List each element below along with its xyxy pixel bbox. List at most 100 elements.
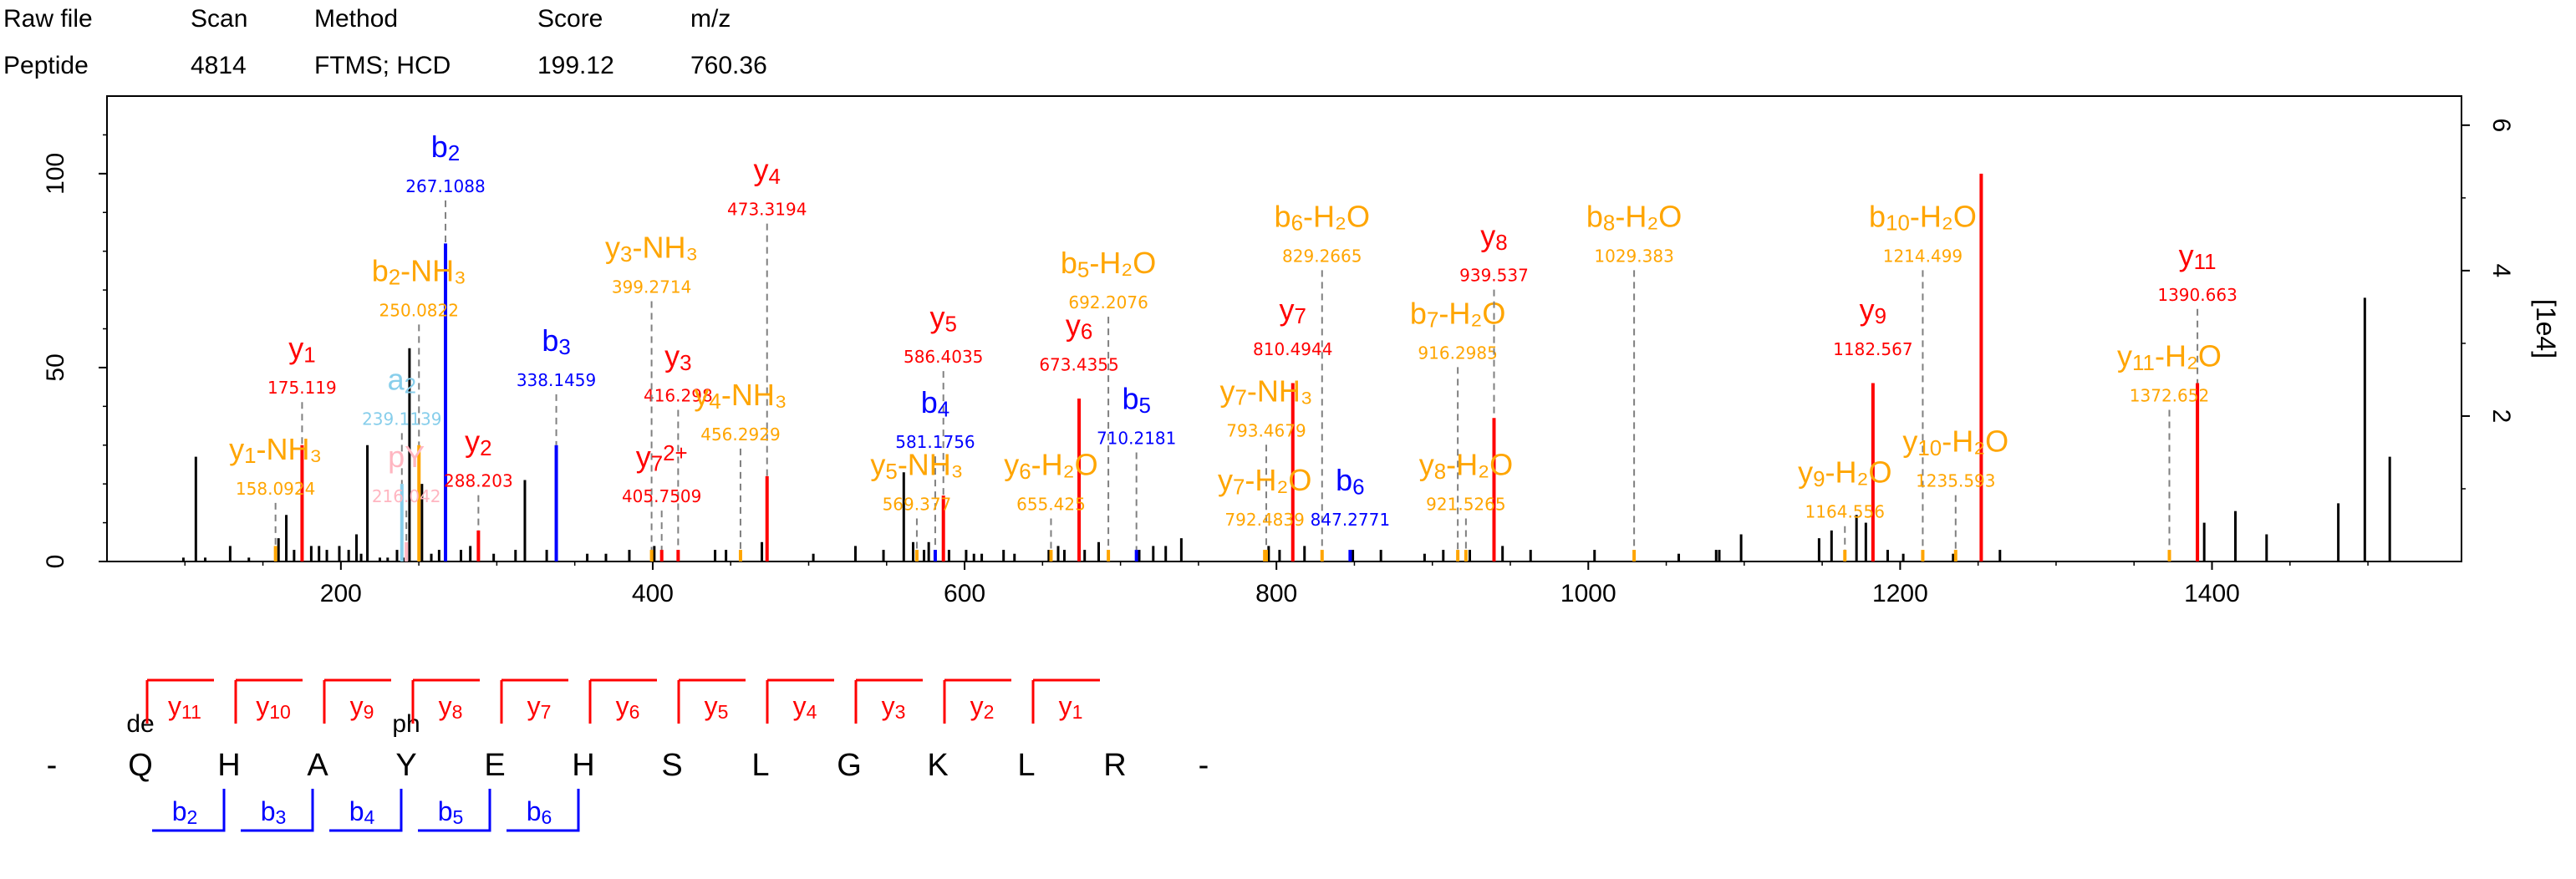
sequence-residue: E	[484, 748, 505, 783]
ion-label: y2	[970, 691, 995, 723]
ion-label: y8	[439, 691, 463, 723]
residue-modification: de	[126, 710, 154, 738]
x-tick-label: 200	[320, 580, 362, 607]
y-tick-label: 100	[42, 153, 69, 195]
ion-label: b6	[1336, 463, 1364, 499]
ion-label: y9-H₂O	[1798, 455, 1891, 491]
sequence-residue: A	[307, 748, 328, 783]
ion-mz-label: 1164.556	[1805, 502, 1885, 522]
header-score-value: 199.12	[537, 52, 614, 79]
header-label-raw-file: Raw file	[3, 5, 93, 33]
ion-mz-label: 288.203	[444, 471, 513, 491]
ion-label: b2	[172, 796, 198, 828]
y-ion-bracket	[677, 678, 746, 724]
ion-mz-label: 939.537	[1459, 266, 1529, 286]
ion-mz-label: 216.042	[372, 486, 441, 506]
ion-label: y7	[527, 691, 552, 723]
ion-mz-label: 792.4839	[1224, 510, 1304, 530]
ion-label: b4	[349, 796, 375, 828]
header-scan-value: 4814	[191, 52, 247, 79]
ion-label: b8-H₂O	[1586, 199, 1682, 235]
x-tick-label: 1400	[2184, 580, 2240, 607]
y-ion-bracket	[766, 678, 834, 724]
y-tick-label: 50	[42, 353, 69, 381]
ion-label: y11	[2179, 238, 2217, 274]
header-label-scan: Scan	[191, 5, 248, 33]
header-label-score: Score	[537, 5, 603, 33]
header-peptide-label: Peptide	[3, 52, 89, 79]
ion-label: y4	[793, 691, 817, 723]
spectrum-header: Raw file Scan Method Score m/z Peptide 4…	[0, 0, 919, 92]
ion-mz-label: 1214.499	[1883, 246, 1963, 266]
right-y-tick-label: 6	[2487, 118, 2515, 132]
ion-label: y2	[465, 424, 491, 460]
ion-mz-label: 847.2771	[1311, 510, 1390, 530]
ion-label: y7-H₂O	[1218, 463, 1311, 499]
ion-label: y1	[1059, 691, 1083, 723]
x-tick-label: 600	[944, 580, 985, 607]
ion-label: b5	[438, 796, 464, 828]
ion-mz-label: 1372.652	[2130, 385, 2209, 405]
ion-label: b2-NH₃	[372, 253, 466, 289]
y-ion-bracket	[854, 678, 923, 724]
sequence-residue: -	[47, 748, 58, 783]
y-ion-bracket	[411, 678, 480, 724]
b-ion-bracket	[507, 789, 580, 832]
x-tick-label: 1000	[1560, 580, 1616, 607]
ion-mz-label: 793.4679	[1226, 420, 1306, 440]
ion-label: b10-H₂O	[1869, 199, 1977, 235]
ion-mz-label: 1390.663	[2157, 285, 2237, 305]
y-tick-label: 0	[42, 555, 69, 569]
peptide-sequence-map: - Q H A Y E H S L G K L R - de ph y11 y10 y9 y8 y7 y6 y5 y4 y3 y2…	[47, 678, 1209, 832]
ion-mz-label: 267.1088	[405, 176, 485, 196]
ion-mz-label: 581.1756	[895, 432, 975, 452]
ion-mz-label: 673.4355	[1039, 354, 1118, 374]
ion-label: y10	[256, 691, 291, 723]
right-y-tick-label: 4	[2487, 264, 2515, 278]
ion-mz-label: 810.4944	[1253, 339, 1332, 359]
residue-modification: ph	[392, 710, 420, 738]
ion-label: y1-NH₃	[229, 432, 322, 468]
y-ion-bracket	[145, 678, 214, 724]
ion-mz-label: 416.298	[644, 385, 713, 405]
ion-mz-label: 692.2076	[1068, 292, 1148, 312]
right-axis-label: [1e4]	[2531, 299, 2561, 358]
ion-mz-label: 586.4035	[904, 347, 983, 367]
sequence-residue: G	[837, 748, 862, 783]
b-ion-bracket	[418, 789, 491, 832]
ion-mz-label: 829.2665	[1282, 246, 1362, 266]
right-y-tick-label: 2	[2487, 409, 2515, 424]
ion-label: y8	[1480, 219, 1507, 255]
chart-peak-labels: y1 175.119 y1-NH₃ 158.0924 b2 267.1088 b2-NH₃ 2…	[229, 130, 2237, 551]
sequence-residue: H	[572, 748, 594, 783]
ion-label: y11-H₂O	[2117, 338, 2222, 374]
ion-mz-label: 399.2714	[612, 277, 691, 297]
ion-label: y10-H₂O	[1902, 424, 2008, 460]
ion-mz-label: 655.425	[1016, 494, 1086, 514]
chart-axes: 200 400 600 800 1000 1200 1400 0 50 100 2 4 6 [1e4]	[42, 95, 2561, 607]
y-ion-bracket	[500, 678, 568, 724]
ion-label: y7	[1280, 292, 1306, 328]
y-ion-bracket	[323, 678, 391, 724]
ion-mz-label: 158.0924	[236, 479, 315, 499]
x-tick-label: 800	[1255, 580, 1297, 607]
ion-label: y3	[664, 338, 691, 374]
header-mz-value: 760.36	[690, 52, 767, 79]
ion-mz-label: 569.377	[883, 494, 952, 514]
sequence-residue: Q	[128, 748, 153, 783]
ion-mz-label: 710.2181	[1097, 429, 1176, 449]
ion-label: y4	[754, 153, 781, 189]
b-ion-bracket	[152, 789, 226, 832]
ion-mz-label: 1182.567	[1833, 339, 1912, 359]
header-label-mz: m/z	[690, 5, 731, 33]
sequence-residue: L	[1017, 748, 1035, 783]
y-ion-bracket	[234, 678, 303, 724]
ion-label: b3	[261, 796, 287, 828]
ion-mz-label: 473.3194	[727, 200, 807, 220]
header-label-method: Method	[314, 5, 399, 33]
ion-label: y6	[1066, 307, 1092, 343]
sequence-residue: L	[751, 748, 769, 783]
ion-mz-label: 916.2985	[1418, 343, 1497, 363]
sequence-residue: K	[927, 748, 948, 783]
